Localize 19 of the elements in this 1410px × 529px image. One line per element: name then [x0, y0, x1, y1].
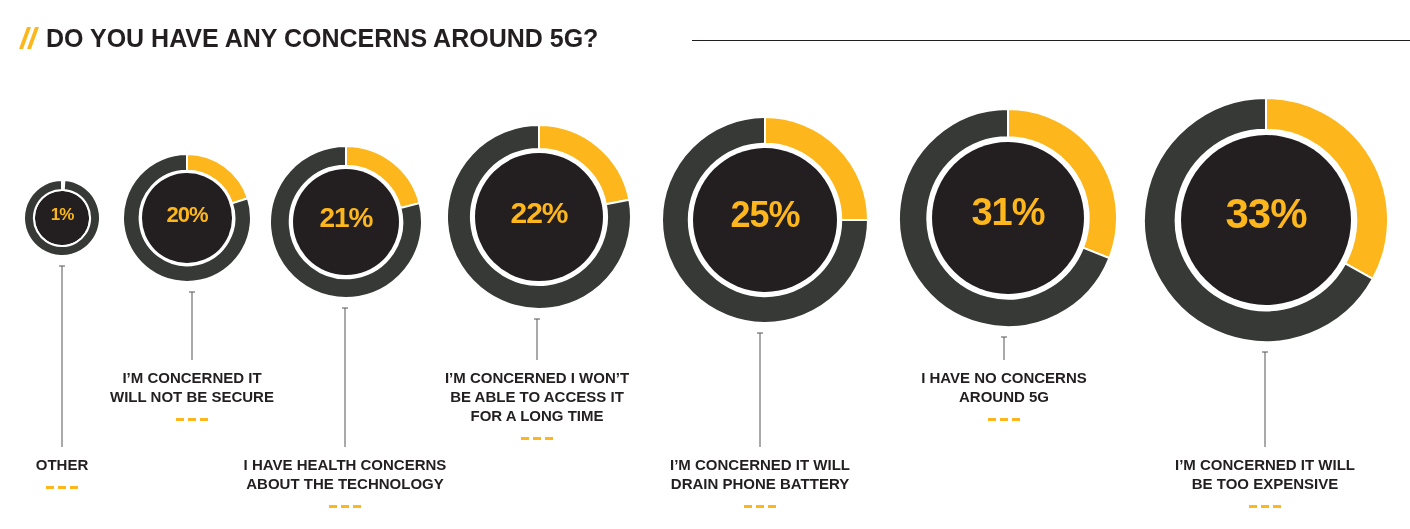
donut-slice	[122, 153, 252, 283]
donut-slice	[661, 116, 869, 324]
data-label: 1%	[49, 205, 75, 226]
text: I HAVE HEALTH CONCERNS ABOUT THE TECHNOLOGY	[242, 455, 448, 493]
text: DO YOU HAVE ANY CONCERNS AROUND 5G?	[46, 24, 599, 53]
data-label: 22%	[509, 194, 569, 231]
data-label: 33%	[1224, 188, 1308, 239]
text: OTHER	[34, 455, 90, 474]
text: I’M CONCERNED IT WILL BE TOO EXPENSIVE	[1174, 455, 1356, 493]
data-label: 20%	[165, 201, 209, 228]
data-label: 31%	[970, 189, 1046, 235]
text: I’M CONCERNED IT WILL NOT BE SECURE	[109, 368, 275, 406]
text: I HAVE NO CONCERNS AROUND 5G	[920, 368, 1088, 406]
data-label: 21%	[318, 201, 374, 235]
text: I’M CONCERNED I WON’T BE ABLE TO ACCESS IT FOR A LONG TIME	[443, 368, 631, 425]
text: I’M CONCERNED IT WILL DRAIN PHONE BATTERY	[669, 455, 851, 493]
data-label: 25%	[729, 193, 801, 237]
donut-slice	[446, 124, 632, 310]
donut-slice	[269, 145, 423, 299]
